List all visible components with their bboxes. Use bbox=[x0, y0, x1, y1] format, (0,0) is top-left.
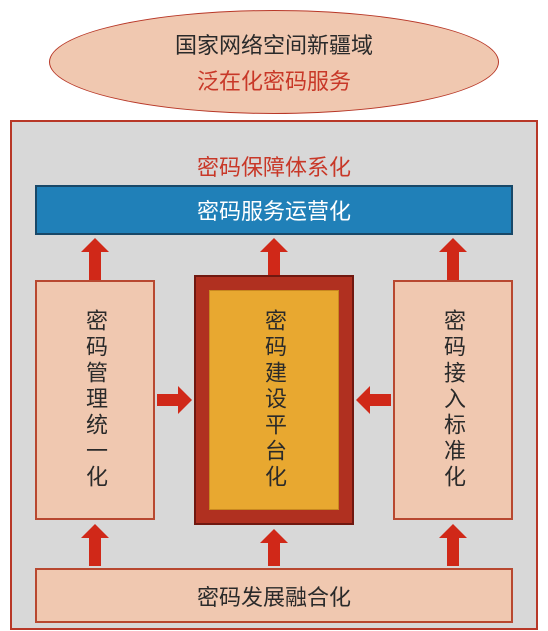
arrows-layer bbox=[0, 0, 548, 631]
